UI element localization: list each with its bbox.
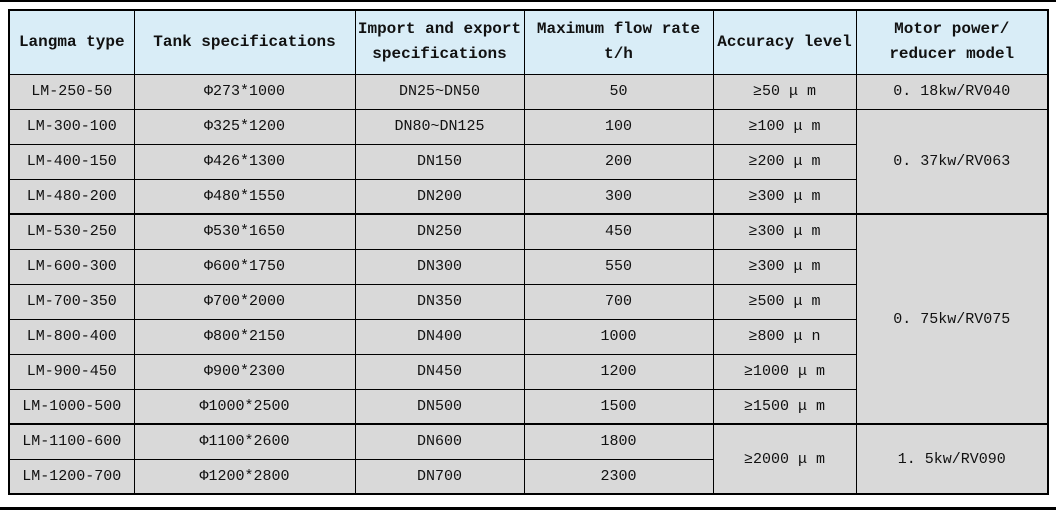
cell-tank: Φ1000*2500 (133, 388, 356, 425)
table-row: LM-250-50 Φ273*1000 DN25~DN50 50 ≥50 μ m… (8, 73, 1049, 110)
cell-motor: 0. 18kw/RV040 (855, 73, 1049, 110)
cell-tank: Φ700*2000 (133, 283, 356, 320)
cell-tank: Φ426*1300 (133, 143, 356, 180)
cell-accuracy: ≥300 μ m (712, 248, 857, 285)
cell-port: DN450 (354, 353, 525, 390)
cell-tank: Φ1200*2800 (133, 458, 356, 495)
cell-flow: 300 (523, 178, 714, 215)
cell-accuracy: ≥500 μ m (712, 283, 857, 320)
table-row: LM-480-200 Φ480*1550 DN200 300 ≥300 μ m (8, 178, 1048, 215)
cell-type: LM-800-400 (8, 318, 135, 355)
cell-port: DN25~DN50 (354, 73, 525, 110)
cell-port: DN200 (354, 178, 525, 215)
cell-port: DN400 (354, 318, 525, 355)
col-header-maximum-flow-rate: Maximum flow rate t/h (523, 9, 714, 75)
page-top-rule (0, 0, 1056, 2)
header-line: specifications (372, 45, 507, 64)
table-row: LM-300-100 Φ325*1200 DN80~DN125 100 ≥100… (8, 108, 1049, 215)
col-header-motor-power-reducer-model: Motor power/ reducer model (855, 9, 1049, 75)
cell-type: LM-250-50 (8, 73, 135, 110)
table-row: LM-1000-500 Φ1000*2500 DN500 1500 ≥1500 … (8, 388, 1048, 425)
cell-tank: Φ273*1000 (133, 73, 356, 110)
cell-type: LM-1200-700 (8, 458, 135, 495)
col-header-langma-type: Langma type (8, 9, 135, 75)
table-row: LM-1100-600 Φ1100*2600 DN600 1800 ≥2000 … (8, 423, 1049, 495)
header-line: t/h (604, 45, 633, 64)
cell-accuracy: ≥300 μ m (712, 178, 857, 215)
cell-type: LM-530-250 (8, 213, 135, 250)
cell-port: DN150 (354, 143, 525, 180)
header-line: reducer model (889, 45, 1015, 64)
cell-port: DN500 (354, 388, 525, 425)
cell-flow: 450 (523, 213, 714, 250)
cell-port: DN350 (354, 283, 525, 320)
header-line: Motor power/ (894, 20, 1010, 39)
table-row: LM-400-150 Φ426*1300 DN150 200 ≥200 μ m (8, 143, 1048, 180)
cell-flow: 50 (523, 73, 714, 110)
cell-tank: Φ530*1650 (133, 213, 356, 250)
cell-port: DN300 (354, 248, 525, 285)
cell-port: DN600 (354, 423, 525, 460)
table-row: LM-530-250 Φ530*1650 DN250 450 ≥300 μ m … (8, 213, 1049, 425)
cell-accuracy: ≥100 μ m (712, 108, 857, 145)
cell-type: LM-700-350 (8, 283, 135, 320)
table-row: LM-1200-700 Φ1200*2800 DN700 2300 (8, 458, 1048, 495)
cell-type: LM-400-150 (8, 143, 135, 180)
cell-type: LM-480-200 (8, 178, 135, 215)
cell-accuracy: ≥1500 μ m (712, 388, 857, 425)
table-row: LM-900-450 Φ900*2300 DN450 1200 ≥1000 μ … (8, 353, 1048, 390)
cell-flow: 100 (523, 108, 714, 145)
col-header-tank-specifications: Tank specifications (133, 9, 356, 75)
cell-flow: 2300 (523, 458, 714, 495)
cell-motor-merged: 0. 75kw/RV075 (855, 213, 1049, 425)
col-header-import-export-specifications: Import and export specifications (354, 9, 525, 75)
cell-type: LM-600-300 (8, 248, 135, 285)
cell-tank: Φ800*2150 (133, 318, 356, 355)
cell-accuracy-merged: ≥2000 μ m (712, 423, 857, 495)
cell-port: DN700 (354, 458, 525, 495)
header-row: Langma type Tank specifications Import a… (8, 9, 1049, 75)
cell-flow: 1500 (523, 388, 714, 425)
cell-flow: 1800 (523, 423, 714, 460)
page-bottom-rule (0, 507, 1056, 510)
cell-tank: Φ480*1550 (133, 178, 356, 215)
header-line: Maximum flow rate (536, 20, 701, 39)
cell-port: DN80~DN125 (354, 108, 525, 145)
spec-table: Langma type Tank specifications Import a… (8, 9, 1049, 495)
cell-tank: Φ900*2300 (133, 353, 356, 390)
cell-type: LM-900-450 (8, 353, 135, 390)
cell-type: LM-300-100 (8, 108, 135, 145)
cell-flow: 1000 (523, 318, 714, 355)
cell-port: DN250 (354, 213, 525, 250)
cell-type: LM-1100-600 (8, 423, 135, 460)
cell-accuracy: ≥200 μ m (712, 143, 857, 180)
cell-flow: 700 (523, 283, 714, 320)
cell-accuracy: ≥50 μ m (712, 73, 857, 110)
table-row: LM-700-350 Φ700*2000 DN350 700 ≥500 μ m (8, 283, 1048, 320)
cell-accuracy: ≥800 μ n (712, 318, 857, 355)
cell-flow: 200 (523, 143, 714, 180)
cell-tank: Φ1100*2600 (133, 423, 356, 460)
cell-flow: 550 (523, 248, 714, 285)
cell-motor-merged: 1. 5kw/RV090 (855, 423, 1049, 495)
cell-accuracy: ≥300 μ m (712, 213, 857, 250)
table-row: LM-800-400 Φ800*2150 DN400 1000 ≥800 μ n (8, 318, 1048, 355)
cell-accuracy: ≥1000 μ m (712, 353, 857, 390)
cell-motor-merged: 0. 37kw/RV063 (855, 108, 1049, 215)
col-header-accuracy-level: Accuracy level (712, 9, 857, 75)
cell-type: LM-1000-500 (8, 388, 135, 425)
cell-tank: Φ600*1750 (133, 248, 356, 285)
cell-tank: Φ325*1200 (133, 108, 356, 145)
cell-flow: 1200 (523, 353, 714, 390)
header-line: Import and export (357, 20, 522, 39)
